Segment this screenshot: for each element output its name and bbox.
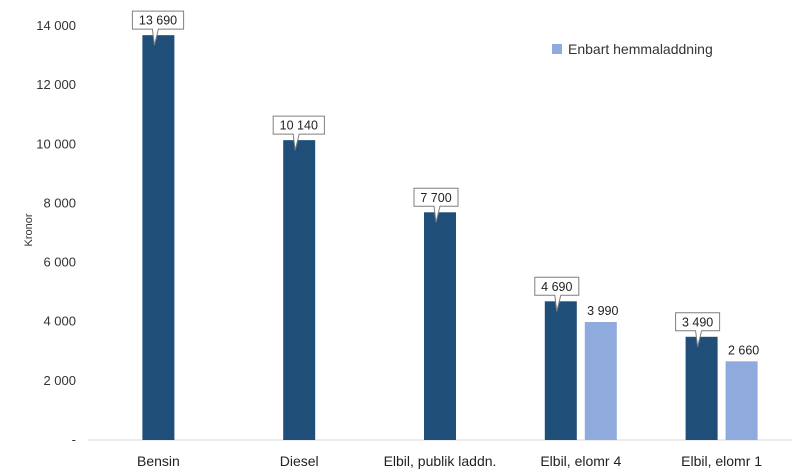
callout-box xyxy=(272,115,325,151)
y-tick-label: 10 000 xyxy=(36,136,76,151)
y-tick-label: 2 000 xyxy=(43,373,76,388)
x-tick-label: Elbil, elomr 4 xyxy=(540,453,621,469)
callout-box xyxy=(675,312,721,347)
legend-swatch-enbart-hemmaladdning xyxy=(552,44,562,54)
callout-box xyxy=(131,10,185,46)
y-tick-label: 8 000 xyxy=(43,195,76,210)
legend: Enbart hemmaladdning xyxy=(552,41,713,57)
bar-elbil-elomr-4-s1 xyxy=(544,301,577,440)
data-label: 7 700 xyxy=(420,191,451,205)
bar-elbil-elomr-1-s1 xyxy=(685,336,718,440)
data-label: 13 690 xyxy=(139,14,177,28)
x-tick-label: Elbil, publik laddn. xyxy=(384,453,497,469)
bar-elbil-elomr-1-s2 xyxy=(725,361,758,440)
y-tick-label: - xyxy=(72,432,76,447)
callout-box xyxy=(413,187,459,223)
y-tick-label: 6 000 xyxy=(43,255,76,270)
data-label: 2 660 xyxy=(728,343,759,357)
y-axis-ticks: - 2 000 4 000 6 000 8 000 10 000 12 000 14 000 xyxy=(36,18,76,447)
y-axis-title: Kronor xyxy=(23,213,35,246)
x-tick-label: Elbil, elomr 1 xyxy=(681,453,762,469)
bars: 13 690 10 140 7 700 4 690 3 990 3 490 2 660 xyxy=(131,10,759,440)
data-label: 4 690 xyxy=(541,280,572,294)
data-label: 10 140 xyxy=(280,119,318,133)
bar-elbil-publik-laddn-s1 xyxy=(424,212,456,440)
x-tick-label: Diesel xyxy=(280,453,319,469)
y-tick-label: 4 000 xyxy=(43,314,76,329)
bar-elbil-elomr-4-s2 xyxy=(584,322,617,440)
legend-label: Enbart hemmaladdning xyxy=(568,41,713,57)
y-tick-label: 14 000 xyxy=(36,18,76,33)
bar-diesel-s1 xyxy=(283,140,316,440)
data-label: 3 990 xyxy=(587,304,618,318)
callout-box xyxy=(534,276,580,312)
data-label: 3 490 xyxy=(682,315,713,329)
x-tick-label: Bensin xyxy=(137,453,180,469)
y-tick-label: 12 000 xyxy=(36,77,76,92)
x-axis-ticks: Bensin Diesel Elbil, publik laddn. Elbil, e… xyxy=(137,453,762,469)
bar-bensin-s1 xyxy=(142,35,175,440)
